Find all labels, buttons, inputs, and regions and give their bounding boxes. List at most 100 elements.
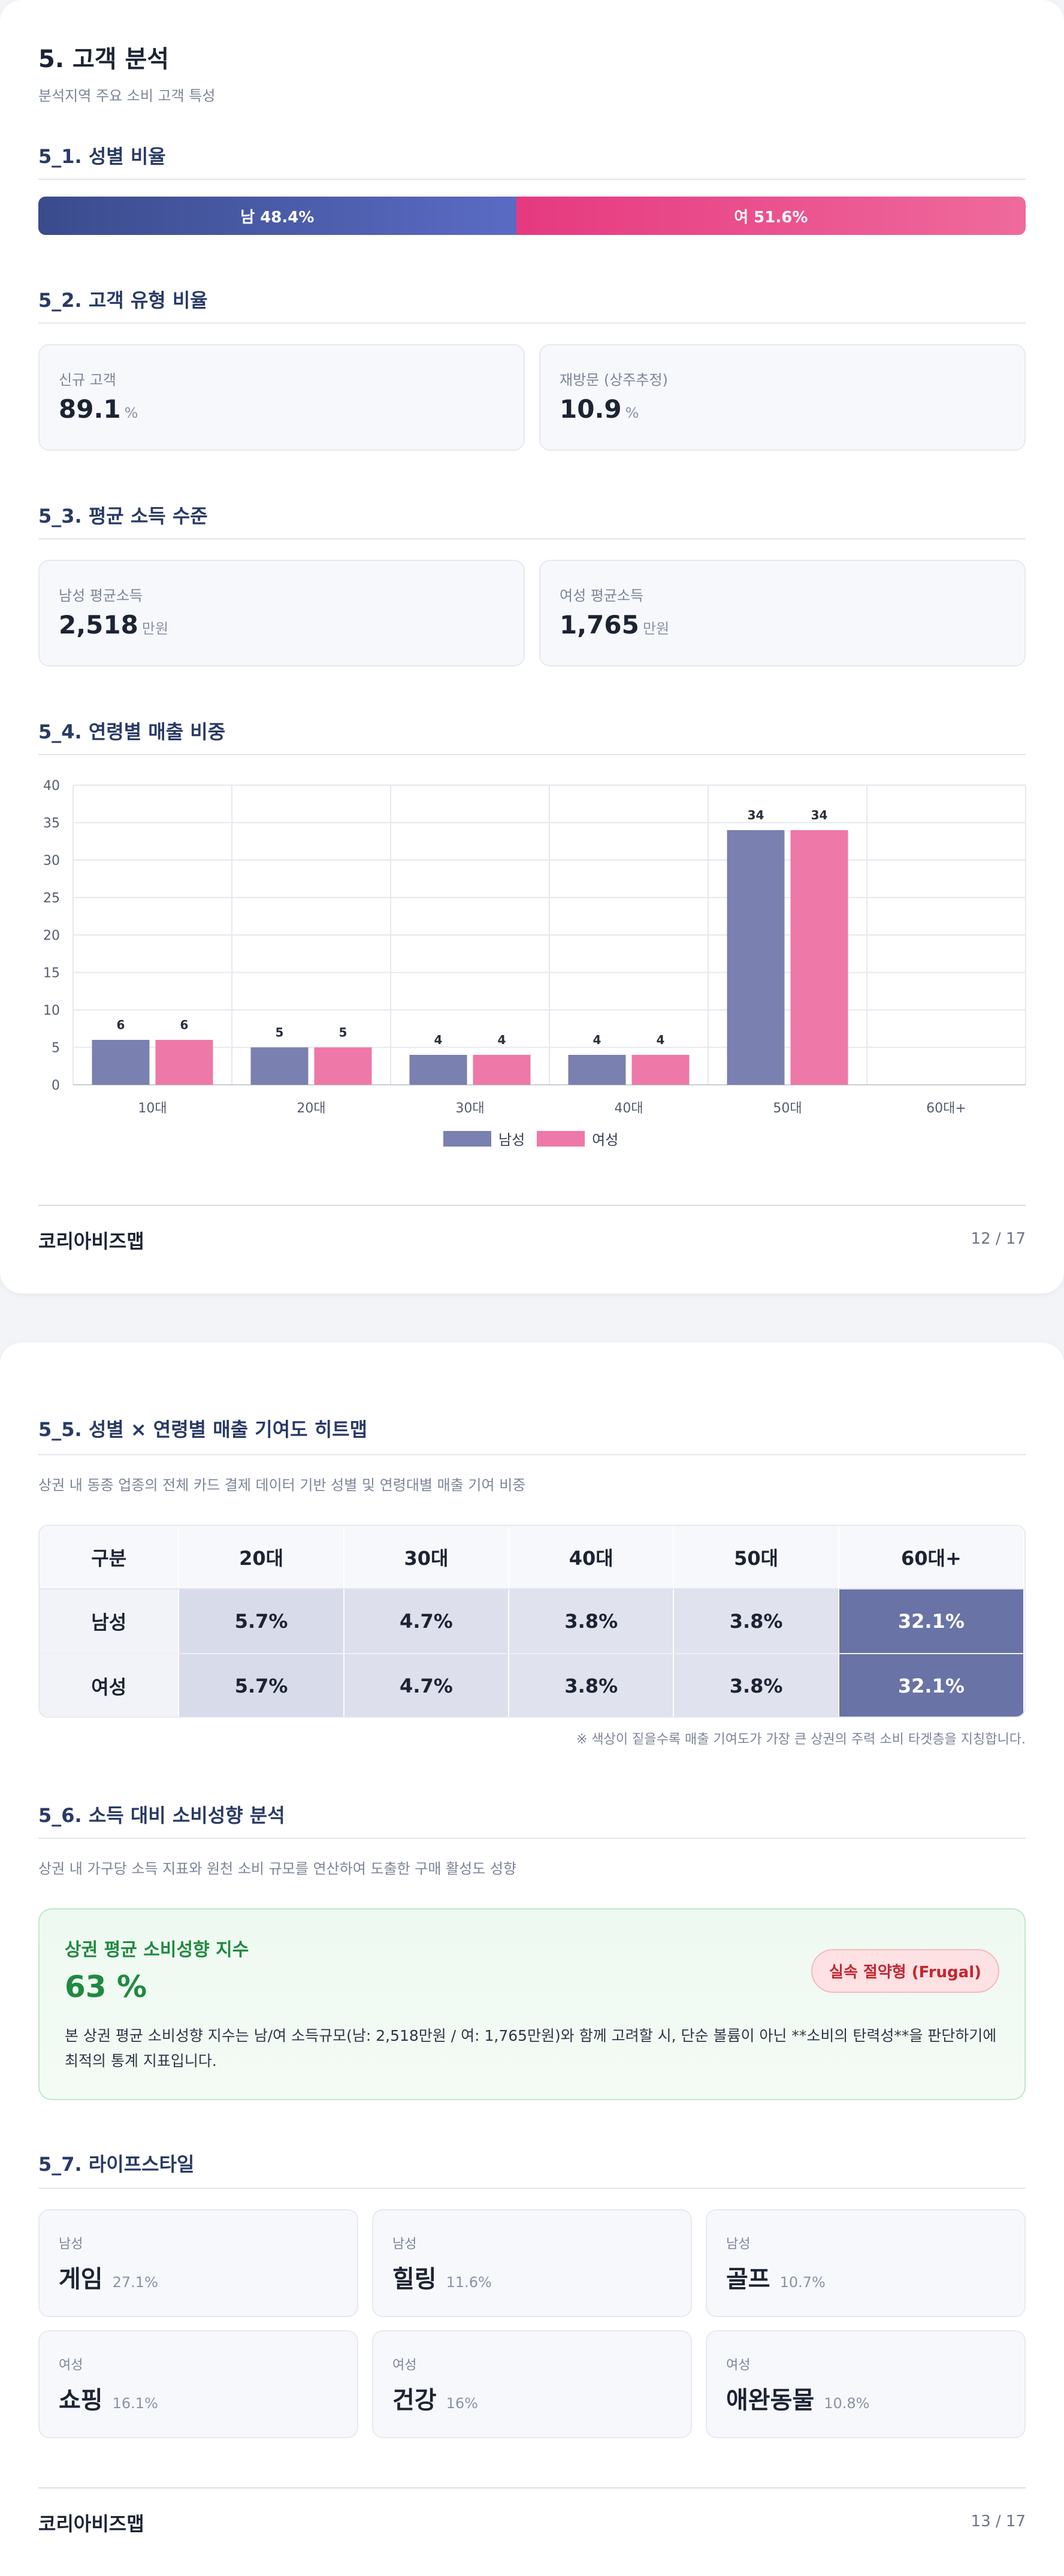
section-divider: [38, 538, 1026, 539]
card-value: 2,518 만원: [59, 610, 168, 640]
lifestyle-name: 쇼핑: [59, 2387, 103, 2414]
heatmap-cell: 32.1%: [839, 1589, 1024, 1653]
spending-index-title: 상권 평균 소비성향 지수: [65, 1939, 249, 1960]
lifestyle-pct: 16.1%: [112, 2395, 158, 2412]
lifestyle-value: 쇼핑 16.1%: [59, 2381, 158, 2415]
spending-description: 상권 내 가구당 소득 지표와 원천 소비 규모를 연산하여 도출한 구매 활성…: [38, 1860, 517, 1877]
footer-divider: [38, 2487, 1026, 2488]
section-title-spending: 5_6. 소득 대비 소비성향 분석: [38, 1804, 285, 1827]
heatmap-note: ※ 색상이 짙을수록 매출 기여도가 가장 큰 상권의 주력 소비 타겟층을 지…: [576, 1732, 1026, 1747]
lifestyle-pct: 16%: [446, 2395, 478, 2412]
y-tick-label: 15: [43, 966, 60, 981]
page-number: 13 / 17: [971, 2512, 1026, 2530]
y-tick-label: 10: [43, 1003, 60, 1018]
heatmap-cell: 3.8%: [509, 1654, 675, 1717]
x-tick-label: 20대: [297, 1101, 325, 1116]
unit-label: 만원: [141, 620, 169, 637]
heatmap-cell: 4.7%: [344, 1589, 510, 1653]
footer-brand: 코리아비즈맵: [38, 2512, 144, 2535]
y-tick-label: 5: [52, 1041, 60, 1056]
new-customer-value: 89.1: [59, 394, 121, 424]
data-label: 6: [180, 1018, 189, 1032]
section-divider: [38, 179, 1026, 180]
section-title-income: 5_3. 평균 소득 수준: [38, 505, 208, 527]
spending-index-text: 본 상권 평균 소비성향 지수는 남/여 소득규모(남: 2,518만원 / 여…: [65, 2027, 997, 2070]
spending-index-value: 63 %: [65, 1969, 147, 2004]
heatmap-header-row: 구분 20대 30대 40대 50대 60대+: [40, 1526, 1024, 1589]
card-label: 남성 평균소득: [59, 587, 143, 604]
female-income-card: 여성 평균소득 1,765 만원: [539, 560, 1026, 666]
heatmap-row-male: 남성 5.7% 4.7% 3.8% 3.8% 32.1%: [40, 1589, 1024, 1654]
male-income-value: 2,518: [59, 610, 138, 640]
section-divider: [38, 1454, 1026, 1455]
heatmap-header-cell: 60대+: [839, 1526, 1024, 1588]
spending-type-badge: 실속 절약형 (Frugal): [811, 1949, 999, 1993]
heatmap-header-cell: 구분: [40, 1526, 180, 1588]
section-title-gender-ratio: 5_1. 성별 비율: [38, 145, 166, 168]
lifestyle-name: 골프: [726, 2266, 770, 2293]
y-tick-label: 30: [43, 853, 60, 868]
heatmap-row-female: 여성 5.7% 4.7% 3.8% 3.8% 32.1%: [40, 1654, 1024, 1717]
bar-male: [727, 830, 785, 1085]
section-title-age-sales: 5_4. 연령별 매출 비중: [38, 720, 226, 743]
x-tick-label: 50대: [773, 1101, 802, 1116]
card-value: 10.9 %: [560, 394, 639, 424]
heatmap-description: 상권 내 동종 업종의 전체 카드 결제 데이터 기반 성별 및 연령대별 매출…: [38, 1477, 526, 1494]
heatmap-cell: 32.1%: [839, 1654, 1024, 1717]
lifestyle-card: 여성 애완동물 10.8%: [706, 2330, 1026, 2438]
section-title-heatmap: 5_5. 성별 × 연령별 매출 기여도 히트맵: [38, 1418, 368, 1441]
heatmap-cell: 4.7%: [344, 1654, 510, 1717]
lifestyle-value: 게임 27.1%: [59, 2260, 158, 2294]
card-label: 여성 평균소득: [560, 587, 644, 604]
legend-label-female: 여성: [592, 1132, 619, 1148]
page-number: 12 / 17: [971, 1230, 1026, 1248]
lifestyle-gender: 여성: [392, 2358, 417, 2373]
lifestyle-gender: 남성: [59, 2237, 83, 2252]
data-label: 5: [276, 1025, 284, 1040]
section-divider: [38, 754, 1026, 755]
heatmap-cell: 5.7%: [179, 1654, 344, 1717]
card-value: 1,765 만원: [560, 610, 669, 640]
y-tick-label: 0: [52, 1078, 60, 1093]
bar-female: [155, 1040, 213, 1085]
card-value: 89.1 %: [59, 394, 138, 424]
y-tick-label: 20: [43, 928, 60, 943]
lifestyle-card: 여성 쇼핑 16.1%: [38, 2330, 358, 2438]
gender-male-segment: 남 48.4%: [38, 197, 516, 235]
lifestyle-value: 애완동물 10.8%: [726, 2381, 869, 2415]
y-tick-label: 35: [43, 816, 60, 831]
footer-brand: 코리아비즈맵: [38, 1230, 144, 1253]
bar-female: [314, 1047, 372, 1085]
legend-label-male: 남성: [498, 1132, 525, 1148]
new-customer-card: 신규 고객 89.1 %: [38, 344, 525, 451]
gender-age-heatmap: 구분 20대 30대 40대 50대 60대+ 남성 5.7% 4.7% 3.8…: [38, 1525, 1026, 1718]
bar-female: [790, 830, 848, 1085]
heatmap-header-cell: 30대: [344, 1526, 510, 1588]
section-divider: [38, 322, 1026, 324]
lifestyle-value: 건강 16%: [392, 2381, 478, 2415]
lifestyle-value: 힐링 11.6%: [392, 2260, 492, 2294]
bar-female: [473, 1055, 531, 1085]
data-label: 6: [117, 1018, 125, 1032]
x-tick-label: 60대+: [926, 1101, 966, 1116]
x-tick-label: 10대: [138, 1101, 167, 1116]
report-page-12: 5. 고객 분석 분석지역 주요 소비 고객 특성 5_1. 성별 비율 남 4…: [0, 0, 1064, 1293]
lifestyle-gender: 여성: [726, 2358, 751, 2373]
footer-divider: [38, 1205, 1026, 1206]
unit-label: %: [625, 405, 639, 421]
section-title-customer-type: 5_2. 고객 유형 비율: [38, 289, 208, 312]
section-divider: [38, 1838, 1026, 1839]
x-tick-label: 40대: [614, 1101, 643, 1116]
female-income-value: 1,765: [560, 610, 639, 640]
lifestyle-gender: 남성: [392, 2237, 417, 2252]
bar-male: [92, 1040, 150, 1085]
legend-swatch-female: [537, 1130, 585, 1147]
lifestyle-card: 남성 골프 10.7%: [706, 2209, 1026, 2317]
data-label: 5: [339, 1025, 347, 1040]
section-divider: [38, 2188, 1026, 2189]
bar-female: [631, 1055, 690, 1085]
heatmap-header-cell: 20대: [179, 1526, 344, 1588]
heatmap-cell: 3.8%: [674, 1589, 839, 1653]
unit-label: 만원: [642, 620, 670, 637]
lifestyle-card: 남성 힐링 11.6%: [372, 2209, 692, 2317]
